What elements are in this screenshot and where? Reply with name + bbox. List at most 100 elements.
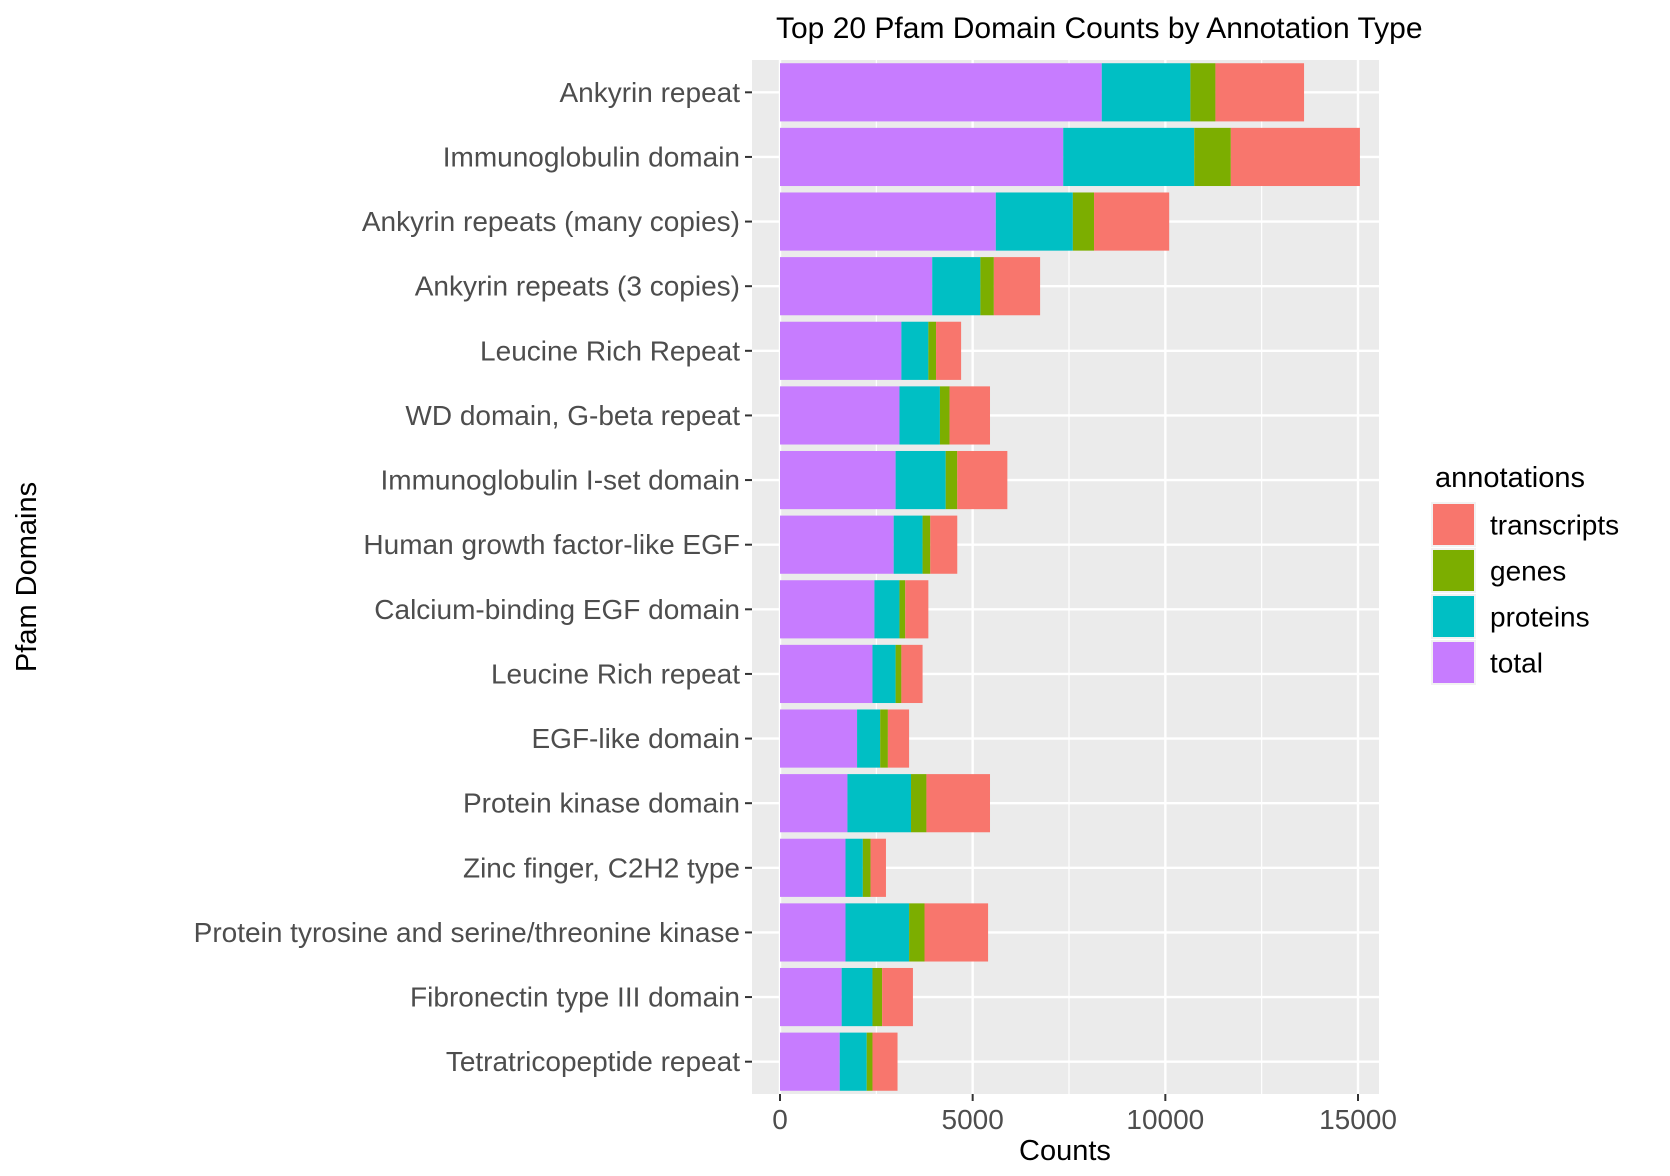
bar-transcripts xyxy=(887,709,910,768)
bar-transcripts xyxy=(1215,63,1305,122)
bar-transcripts xyxy=(993,257,1041,316)
bar-genes xyxy=(939,386,950,445)
bar-proteins xyxy=(874,580,900,639)
legend-label-total: total xyxy=(1490,648,1543,679)
y-tick-label: Fibronectin type III domain xyxy=(410,982,740,1013)
bar-transcripts xyxy=(936,321,962,380)
bar-proteins xyxy=(845,903,910,962)
bar-proteins xyxy=(932,257,981,316)
bar-transcripts xyxy=(870,838,886,897)
bar-total xyxy=(780,1032,840,1091)
bar-transcripts xyxy=(872,1032,898,1091)
bar-total xyxy=(780,450,896,510)
bar-transcripts xyxy=(926,774,991,833)
y-tick-label: Immunoglobulin domain xyxy=(443,141,740,172)
bar-proteins xyxy=(839,1032,867,1091)
bar-total xyxy=(780,321,902,380)
bar-genes xyxy=(899,580,906,639)
bar-total xyxy=(780,257,933,316)
bar-proteins xyxy=(901,321,929,380)
bar-total xyxy=(780,709,858,768)
y-tick-label: Zinc finger, C2H2 type xyxy=(463,852,740,883)
bar-proteins xyxy=(899,386,940,445)
bar-transcripts xyxy=(957,450,1008,510)
bar-total xyxy=(780,967,842,1027)
legend-key-transcripts xyxy=(1433,504,1474,545)
y-tick-label: Immunoglobulin I-set domain xyxy=(380,465,740,496)
bar-proteins xyxy=(1063,127,1195,187)
bar-total xyxy=(780,63,1102,122)
y-tick-label: Calcium-binding EGF domain xyxy=(374,594,740,625)
bar-genes xyxy=(911,774,927,833)
y-tick-label: Ankyrin repeats (3 copies) xyxy=(415,271,740,302)
x-tick-label: 0 xyxy=(772,1104,788,1135)
legend-label-genes: genes xyxy=(1490,556,1566,587)
x-axis-title: Counts xyxy=(1019,1135,1111,1167)
x-tick-label: 5000 xyxy=(942,1104,1004,1135)
y-tick-label: Tetratricopeptide repeat xyxy=(446,1046,740,1077)
y-tick-label: Leucine Rich Repeat xyxy=(480,335,740,366)
y-tick-label: Ankyrin repeat xyxy=(559,77,740,108)
bar-transcripts xyxy=(930,515,958,574)
x-axis: 0 5000 10000 15000 xyxy=(772,1094,1397,1135)
legend-label-proteins: proteins xyxy=(1490,602,1590,633)
bar-transcripts xyxy=(924,903,989,962)
bars xyxy=(780,63,1360,1091)
bar-total xyxy=(780,515,894,574)
y-tick-label: EGF-like domain xyxy=(531,723,740,754)
y-tick-label: WD domain, G-beta repeat xyxy=(405,400,740,431)
bar-transcripts xyxy=(1094,192,1170,251)
bar-total xyxy=(780,580,875,639)
bar-genes xyxy=(880,709,888,768)
y-tick-label: Protein tyrosine and serine/threonine ki… xyxy=(194,917,740,948)
legend: annotations transcripts genes proteins tota… xyxy=(1431,462,1619,685)
y-axis: Ankyrin repeat Immunoglobulin domain Ankyr… xyxy=(194,77,752,1077)
bar-genes xyxy=(895,644,902,704)
bar-genes xyxy=(862,838,871,897)
bar-transcripts xyxy=(882,967,913,1027)
bar-total xyxy=(780,192,996,251)
bar-proteins xyxy=(841,967,873,1027)
y-tick-label: Human growth factor-like EGF xyxy=(363,529,740,560)
x-tick-label: 15000 xyxy=(1319,1104,1397,1135)
bar-proteins xyxy=(847,774,912,833)
bar-transcripts xyxy=(949,386,991,445)
bar-total xyxy=(780,386,900,445)
bar-total xyxy=(780,127,1064,187)
x-tick-label: 10000 xyxy=(1126,1104,1204,1135)
bar-total xyxy=(780,903,846,962)
bar-transcripts xyxy=(905,580,929,639)
bar-genes xyxy=(1194,127,1231,187)
legend-key-proteins xyxy=(1433,596,1474,637)
y-axis-title: Pfam Domains xyxy=(11,482,43,672)
legend-title: annotations xyxy=(1435,462,1585,494)
bar-proteins xyxy=(895,450,946,510)
bar-genes xyxy=(1072,192,1095,251)
bar-genes xyxy=(945,450,958,510)
bar-genes xyxy=(980,257,994,316)
bar-proteins xyxy=(845,838,863,897)
legend-label-transcripts: transcripts xyxy=(1490,510,1619,541)
bar-genes xyxy=(909,903,925,962)
bar-genes xyxy=(1190,63,1216,122)
chart-title: Top 20 Pfam Domain Counts by Annotation … xyxy=(776,12,1423,45)
legend-key-genes xyxy=(1433,550,1474,591)
bar-total xyxy=(780,838,846,897)
y-tick-label: Protein kinase domain xyxy=(463,788,740,819)
bar-proteins xyxy=(893,515,923,574)
bar-total xyxy=(780,774,848,833)
bar-genes xyxy=(928,321,937,380)
bar-transcripts xyxy=(901,644,923,704)
bar-proteins xyxy=(995,192,1073,251)
bar-proteins xyxy=(857,709,881,768)
bar-genes xyxy=(922,515,931,574)
bar-transcripts xyxy=(1230,127,1360,187)
bar-total xyxy=(780,644,873,704)
legend-key-total xyxy=(1433,642,1474,683)
bar-proteins xyxy=(872,644,896,704)
bar-genes xyxy=(872,967,883,1027)
bar-proteins xyxy=(1101,63,1191,122)
y-tick-label: Ankyrin repeats (many copies) xyxy=(362,206,740,237)
bar-genes xyxy=(866,1032,873,1091)
